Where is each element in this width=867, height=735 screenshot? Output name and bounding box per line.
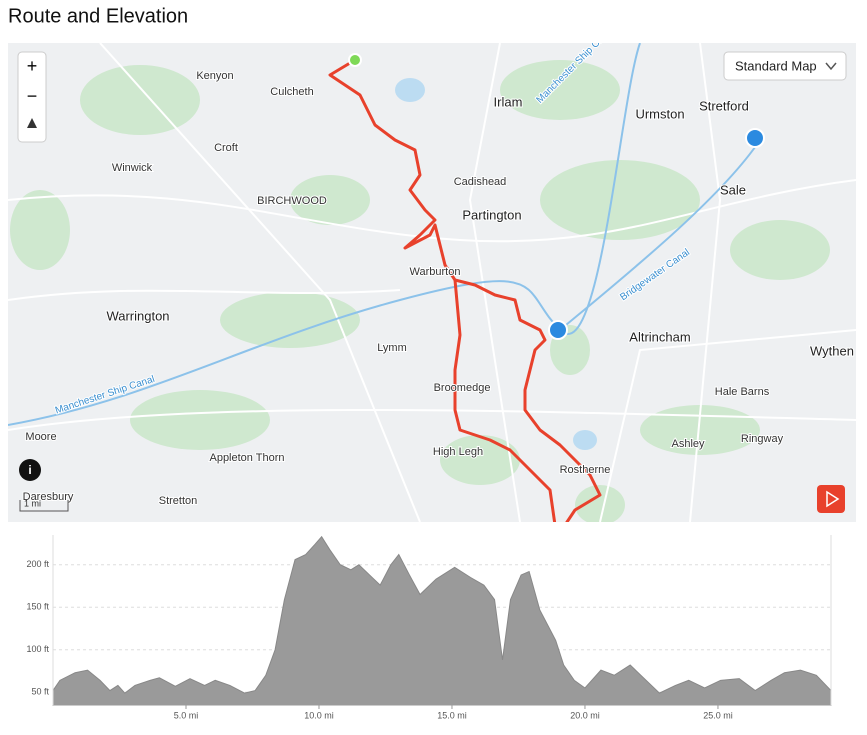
place-label: Cadishead xyxy=(454,176,507,188)
compass[interactable] xyxy=(27,118,37,128)
place-label: Hale Barns xyxy=(715,386,770,398)
place-label: Culcheth xyxy=(270,86,313,98)
map[interactable]: Kenyon Culcheth Irlam Urmston Stretford Winwi… xyxy=(8,24,856,525)
place-label: Stretton xyxy=(159,495,198,507)
place-label: Kenyon xyxy=(196,70,233,82)
map-scale: 1 mi xyxy=(24,498,41,508)
place-label: Ringway xyxy=(741,433,784,445)
place-label: Croft xyxy=(214,142,238,154)
zoom-in[interactable]: + xyxy=(27,56,38,76)
y-tick-label: 100 ft xyxy=(26,644,49,654)
x-tick-label: 15.0 mi xyxy=(437,710,467,720)
place-label: Partington xyxy=(462,207,521,222)
info-button[interactable] xyxy=(19,459,41,481)
place-label: High Legh xyxy=(433,446,483,458)
place-label: Appleton Thorn xyxy=(209,452,284,464)
place-label: Moore xyxy=(25,431,56,443)
elevation-area xyxy=(52,535,832,706)
place-label: Broomedge xyxy=(434,382,491,394)
place-label: Warrington xyxy=(106,308,169,323)
place-label: Ashley xyxy=(671,438,705,450)
map-style-button[interactable] xyxy=(723,51,847,81)
place-label: Irlam xyxy=(494,94,523,109)
page-title: Route and Elevation xyxy=(8,5,188,27)
y-tick-label: 200 ft xyxy=(26,559,49,569)
place-label: Altrincham xyxy=(629,329,690,344)
place-label: Winwick xyxy=(112,162,153,174)
place-label: Lymm xyxy=(377,342,407,354)
play-flyover[interactable] xyxy=(817,485,845,513)
svg-text:i: i xyxy=(28,463,31,477)
place-label: BIRCHWOOD xyxy=(257,195,327,207)
x-tick-label: 25.0 mi xyxy=(703,710,733,720)
y-tick-label: 50 ft xyxy=(31,687,49,697)
y-tick-label: 150 ft xyxy=(26,602,49,612)
place-label: Daresbury xyxy=(23,491,74,503)
place-label: Rostherne xyxy=(560,464,611,476)
x-tick-label: 5.0 mi xyxy=(174,710,199,720)
place-label: Stretford xyxy=(699,98,749,113)
place-label: Wythen xyxy=(810,343,854,358)
elevation-chart: 50 ft 100 ft 150 ft 200 ft 5.0 mi 10.0 mi 15.0… xyxy=(26,535,832,720)
zoom-out[interactable]: − xyxy=(27,86,38,106)
place-label: Warburton xyxy=(410,266,461,278)
x-tick-label: 10.0 mi xyxy=(304,710,334,720)
place-label: Urmston xyxy=(635,106,684,121)
map-style-label[interactable]: Standard Map xyxy=(735,58,817,73)
place-label: Sale xyxy=(720,182,746,197)
x-tick-label: 20.0 mi xyxy=(570,710,600,720)
